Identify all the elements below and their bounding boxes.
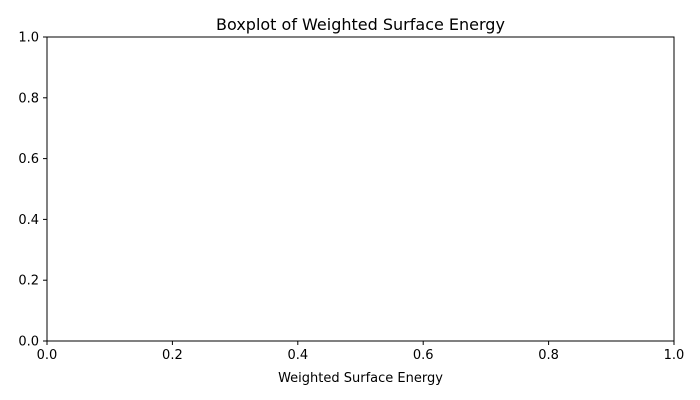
y-tick-label: 1.0 [18, 31, 39, 46]
chart-title: Boxplot of Weighted Surface Energy [216, 15, 505, 34]
y-tick-label: 0.6 [18, 152, 39, 167]
x-tick-label: 1.0 [664, 348, 685, 363]
plot-area-frame [46, 36, 675, 342]
y-tick-label: 0.8 [18, 91, 39, 106]
x-tick-label: 0.2 [162, 348, 183, 363]
x-tick-label: 0.0 [37, 348, 58, 363]
y-tick-label: 0.4 [18, 213, 39, 228]
y-tick-label: 0.0 [18, 335, 39, 350]
tick-group: 0.0 0.2 0.4 0.6 0.8 1.0 0.0 0.2 0.4 0.6 0.8 1.0 [18, 31, 684, 364]
x-axis-label: Weighted Surface Energy [278, 371, 443, 386]
y-tick-label: 0.2 [18, 274, 39, 289]
x-tick-label: 0.6 [413, 348, 434, 363]
x-tick-label: 0.8 [538, 348, 559, 363]
x-tick-label: 0.4 [287, 348, 308, 363]
